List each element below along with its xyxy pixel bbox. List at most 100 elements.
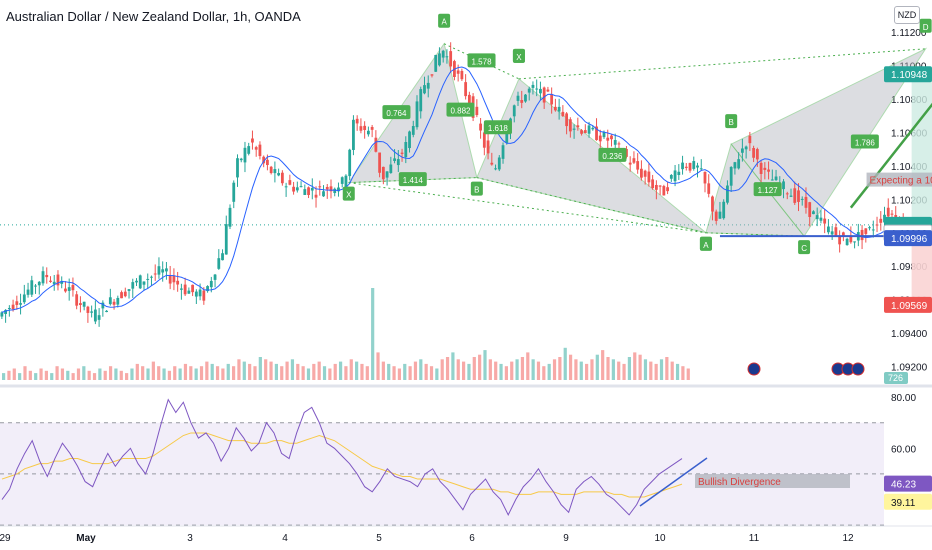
volume-bar	[162, 368, 166, 380]
candle-body	[224, 224, 228, 255]
volume-bar	[590, 359, 594, 380]
volume-bar	[649, 361, 653, 380]
pattern2-point-marker	[798, 240, 811, 255]
candle-body	[684, 166, 688, 168]
candle-body	[60, 280, 64, 284]
volume-bar	[579, 361, 583, 380]
pattern2-point-label: A	[703, 241, 709, 250]
volume-bar	[355, 361, 359, 380]
volume-bar	[264, 359, 268, 380]
volume-bar	[601, 350, 605, 380]
candle-body	[11, 304, 15, 310]
volume-bar	[387, 363, 391, 380]
volume-bar	[221, 368, 225, 380]
volume-bar	[39, 368, 43, 380]
rsi-ma-line	[1, 432, 683, 498]
candle-body	[606, 137, 610, 141]
candle-body	[654, 184, 658, 190]
candle-body	[116, 297, 120, 305]
volume-bar	[381, 361, 385, 380]
currency-button[interactable]: NZD	[894, 6, 920, 24]
candle-body	[677, 171, 681, 176]
candle-body	[733, 162, 737, 169]
candle-body	[352, 119, 355, 150]
volume-bar	[627, 357, 632, 380]
candle-body	[258, 144, 262, 157]
candle-body	[651, 179, 655, 189]
candle-body	[191, 284, 195, 293]
candle-body	[703, 171, 707, 184]
volume-bar	[146, 368, 150, 380]
candle-body	[322, 191, 325, 197]
volume-bar	[290, 359, 295, 380]
candle-body	[505, 132, 509, 143]
candle-body	[232, 182, 236, 202]
pattern-ratio-marker	[446, 102, 475, 117]
annotation-text: Expecting a 100 pips move up	[870, 176, 932, 187]
candle-body	[886, 207, 890, 217]
volume-bar	[103, 370, 107, 380]
candle-body	[56, 274, 60, 286]
price-tag-label: 1.10948	[891, 70, 928, 81]
candle-body	[823, 218, 827, 224]
candle-body	[625, 148, 628, 157]
volume-bar	[274, 363, 278, 380]
candle-body	[262, 156, 266, 164]
candle-body	[105, 310, 108, 313]
x-tick-label: May	[76, 533, 96, 544]
pattern-point-marker	[470, 181, 483, 196]
volume-bar	[371, 288, 375, 380]
candle-body	[64, 288, 67, 292]
pattern-ratio-label: 1.127	[758, 186, 779, 195]
pattern-connector	[518, 48, 926, 80]
volume-bar	[119, 370, 123, 380]
candle-body	[75, 294, 79, 306]
volume-bar	[232, 366, 236, 380]
pattern2-point-label: B	[728, 118, 733, 127]
x-tick-label: 4	[282, 533, 288, 544]
pattern-point-label: B	[474, 186, 479, 195]
candle-body	[381, 166, 385, 180]
candle-body	[15, 301, 19, 305]
price-tick-label: 1.10800	[891, 95, 928, 106]
volume-bar	[611, 359, 615, 380]
pattern-ratio-marker	[483, 120, 512, 135]
candle-body	[441, 50, 445, 58]
volume-bar	[7, 370, 11, 380]
candle-body	[752, 148, 756, 158]
volume-bar	[617, 361, 621, 380]
candle-body	[647, 171, 651, 183]
candle-body	[475, 106, 479, 116]
volume-bar	[296, 363, 300, 380]
candle-body	[662, 186, 666, 196]
volume-bar	[499, 363, 503, 380]
volume-bar	[317, 361, 321, 380]
volume-bar	[130, 368, 134, 380]
volume-bar	[445, 357, 450, 380]
volume-bar	[515, 359, 519, 380]
candle-body	[815, 215, 819, 220]
candle-body	[580, 130, 583, 134]
volume-bar	[424, 363, 428, 380]
x-tick-label: 12	[842, 533, 854, 544]
candle-body	[853, 241, 856, 243]
volume-bar	[141, 366, 145, 380]
candle-body	[849, 235, 853, 243]
candle-body	[445, 56, 449, 58]
candle-body	[737, 159, 741, 169]
candle-body	[153, 273, 157, 275]
volume-bar	[419, 359, 423, 380]
candle-body	[640, 168, 643, 178]
candle-body	[228, 207, 232, 227]
candle-body	[479, 123, 482, 131]
candle-body	[838, 236, 842, 245]
candle-body	[52, 281, 56, 285]
pattern-triangle-bcd	[476, 78, 707, 234]
volume-bar	[12, 368, 16, 380]
candle-body	[411, 126, 415, 135]
candle-body	[49, 280, 52, 282]
volume-bar	[365, 366, 369, 380]
volume-bar	[333, 363, 337, 380]
candle-body	[221, 253, 224, 261]
